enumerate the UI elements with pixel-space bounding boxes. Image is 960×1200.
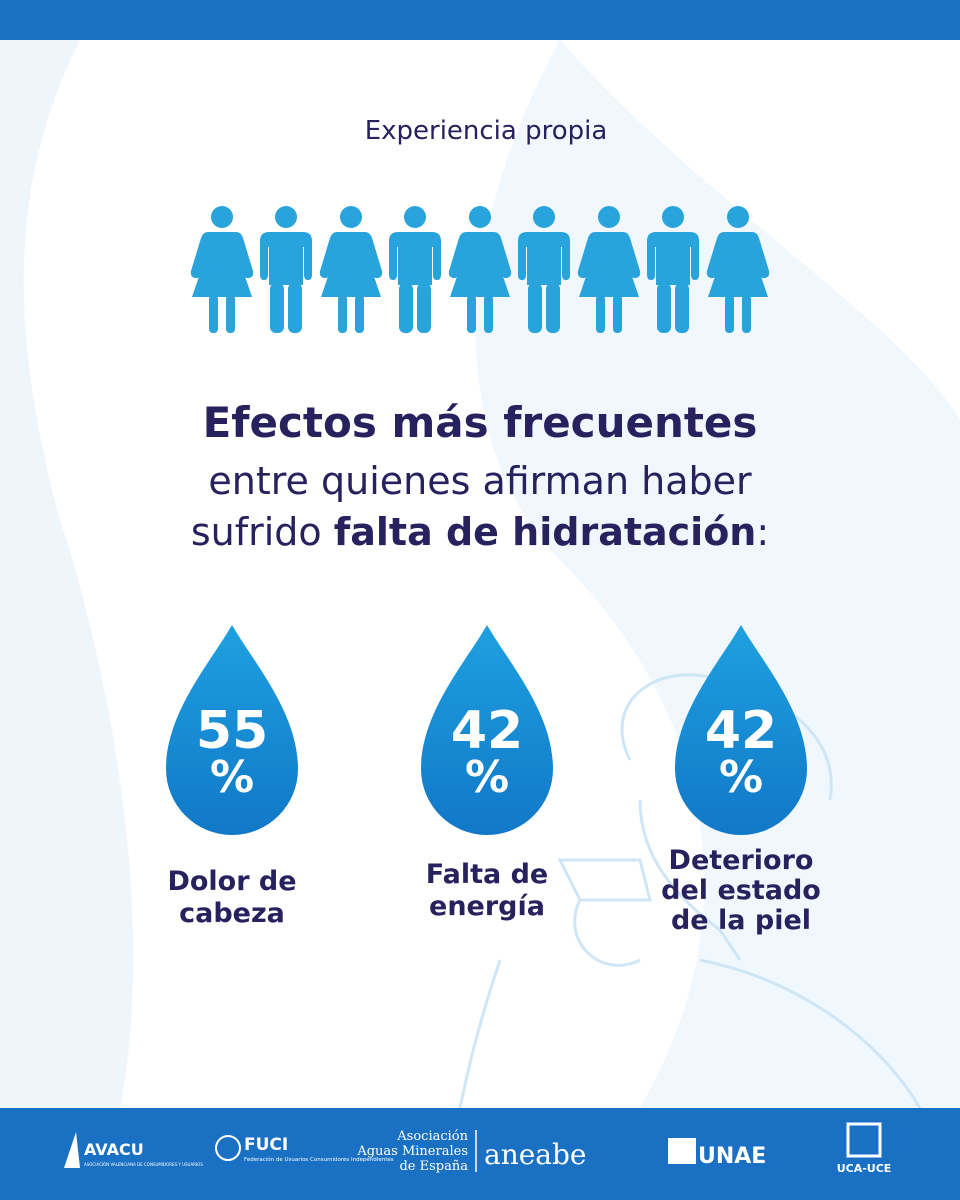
logo-icon xyxy=(846,1122,882,1158)
stat-label: Deterioro xyxy=(669,845,814,876)
logo-text: UNAE xyxy=(698,1144,766,1169)
stat-value: 42 xyxy=(705,701,777,761)
logo-icon xyxy=(64,1132,80,1168)
logo-text: aneabe xyxy=(484,1138,586,1171)
logo-text: AVACU xyxy=(84,1140,144,1159)
stat-unit: % xyxy=(719,752,763,803)
footer-bar xyxy=(0,1108,960,1200)
stat-value: 42 xyxy=(451,701,523,761)
logo-subtext: ASOCIACIÓN VALENCIANA DE CONSUMIDORES Y … xyxy=(84,1162,203,1167)
headline-part: sufrido xyxy=(191,510,322,554)
stat-unit: % xyxy=(465,752,509,803)
top-bar xyxy=(0,0,960,40)
stat-label: Dolor de xyxy=(167,866,296,897)
stat-label: del estado xyxy=(661,875,821,906)
stat-label: energía xyxy=(429,891,545,922)
logo-text: Aguas Minerales xyxy=(356,1144,468,1159)
logo-text: UCA-UCE xyxy=(837,1162,892,1175)
stat-label: cabeza xyxy=(179,898,285,929)
logo-icon xyxy=(215,1135,241,1161)
logo-text: Asociación xyxy=(396,1129,468,1144)
headline-line: entre quienes afirman haber xyxy=(208,459,752,503)
headline-bold: Efectos más frecuentes xyxy=(203,398,758,447)
logo-icon xyxy=(668,1138,696,1164)
headline-part: : xyxy=(756,510,769,554)
stat-label: de la piel xyxy=(671,905,811,936)
footer-logos: AVACU ASOCIACIÓN VALENCIANA DE CONSUMIDO… xyxy=(64,1122,892,1175)
stat: 55 % Dolor de cabeza xyxy=(166,625,298,929)
stat: 42 % Falta de energía xyxy=(421,625,553,922)
stat-label: Falta de xyxy=(426,859,549,890)
section-title: Experiencia propia xyxy=(365,116,608,146)
logo-subtext: Federación de Usuarios Consumidores Inde… xyxy=(244,1156,394,1163)
bg-shape xyxy=(0,40,134,1108)
logo-text: de España xyxy=(399,1159,468,1174)
headline-part: falta de hidratación xyxy=(334,510,757,554)
headline-line: sufrido falta de hidratación: xyxy=(191,510,769,554)
logo-text: FUCI xyxy=(244,1135,288,1155)
stat-unit: % xyxy=(210,752,254,803)
stat-value: 55 xyxy=(196,701,268,761)
stat: 42 % Deterioro del estado de la piel xyxy=(661,625,821,936)
